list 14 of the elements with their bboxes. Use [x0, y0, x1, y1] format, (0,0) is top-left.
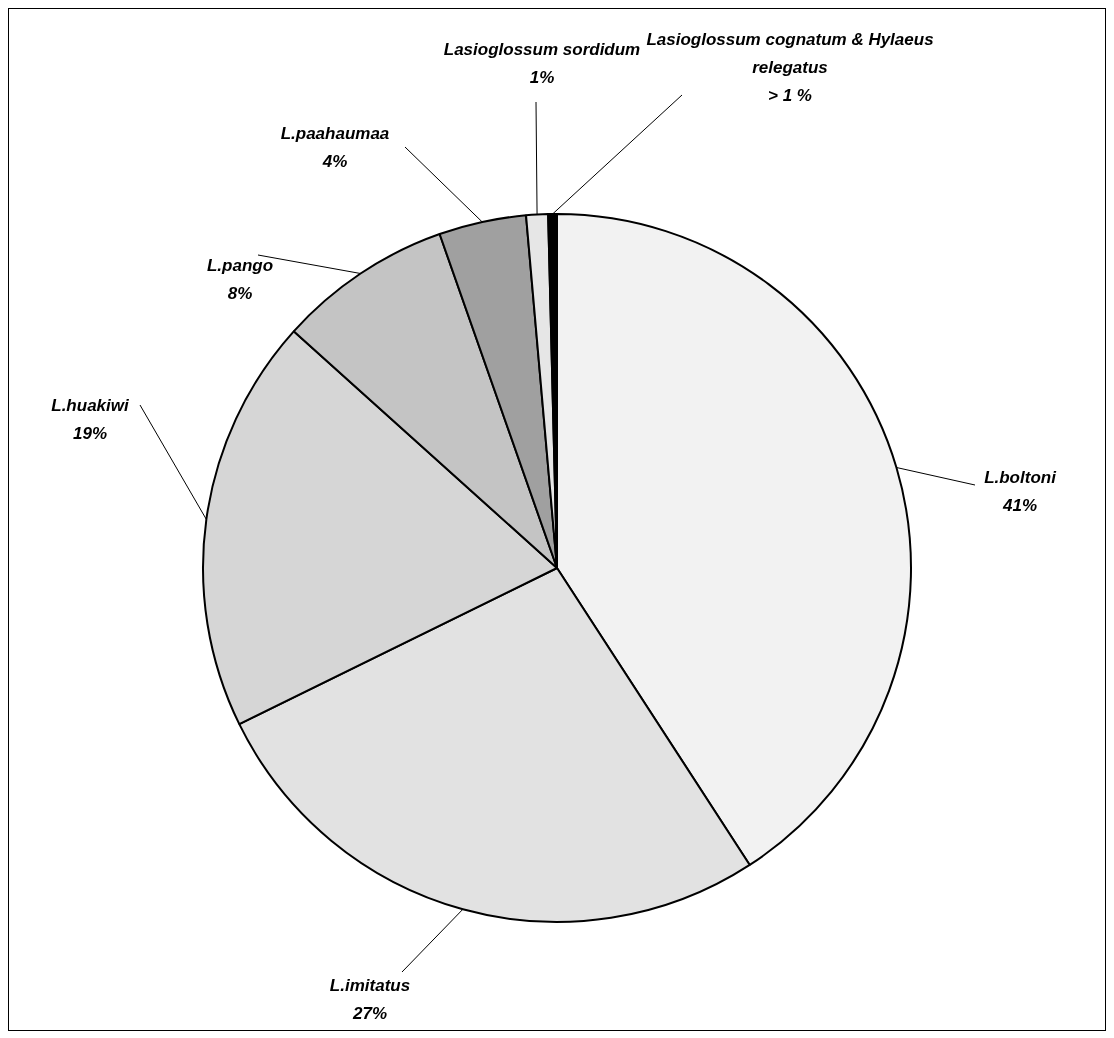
slice-label: L.pango — [206, 256, 274, 276]
data-label: 27% — [351, 1004, 388, 1024]
data-label: > 1 % — [768, 86, 812, 106]
slice-label: Lasioglossum cognatum & Hylaeus relegatus — [646, 30, 934, 78]
slice-label: L.boltoni — [984, 468, 1058, 488]
slice-label: Lasioglossum sordidum — [443, 40, 641, 60]
slice-label: L.imitatus — [329, 976, 411, 996]
data-label: 4% — [321, 152, 348, 172]
slice-label: L.paahaumaa — [280, 124, 390, 144]
data-label: 1% — [529, 68, 555, 88]
data-label: 41% — [1001, 496, 1038, 516]
data-label: 8% — [227, 284, 253, 304]
data-label: 19% — [72, 424, 108, 444]
slice-label: L.huakiwi — [51, 396, 130, 416]
